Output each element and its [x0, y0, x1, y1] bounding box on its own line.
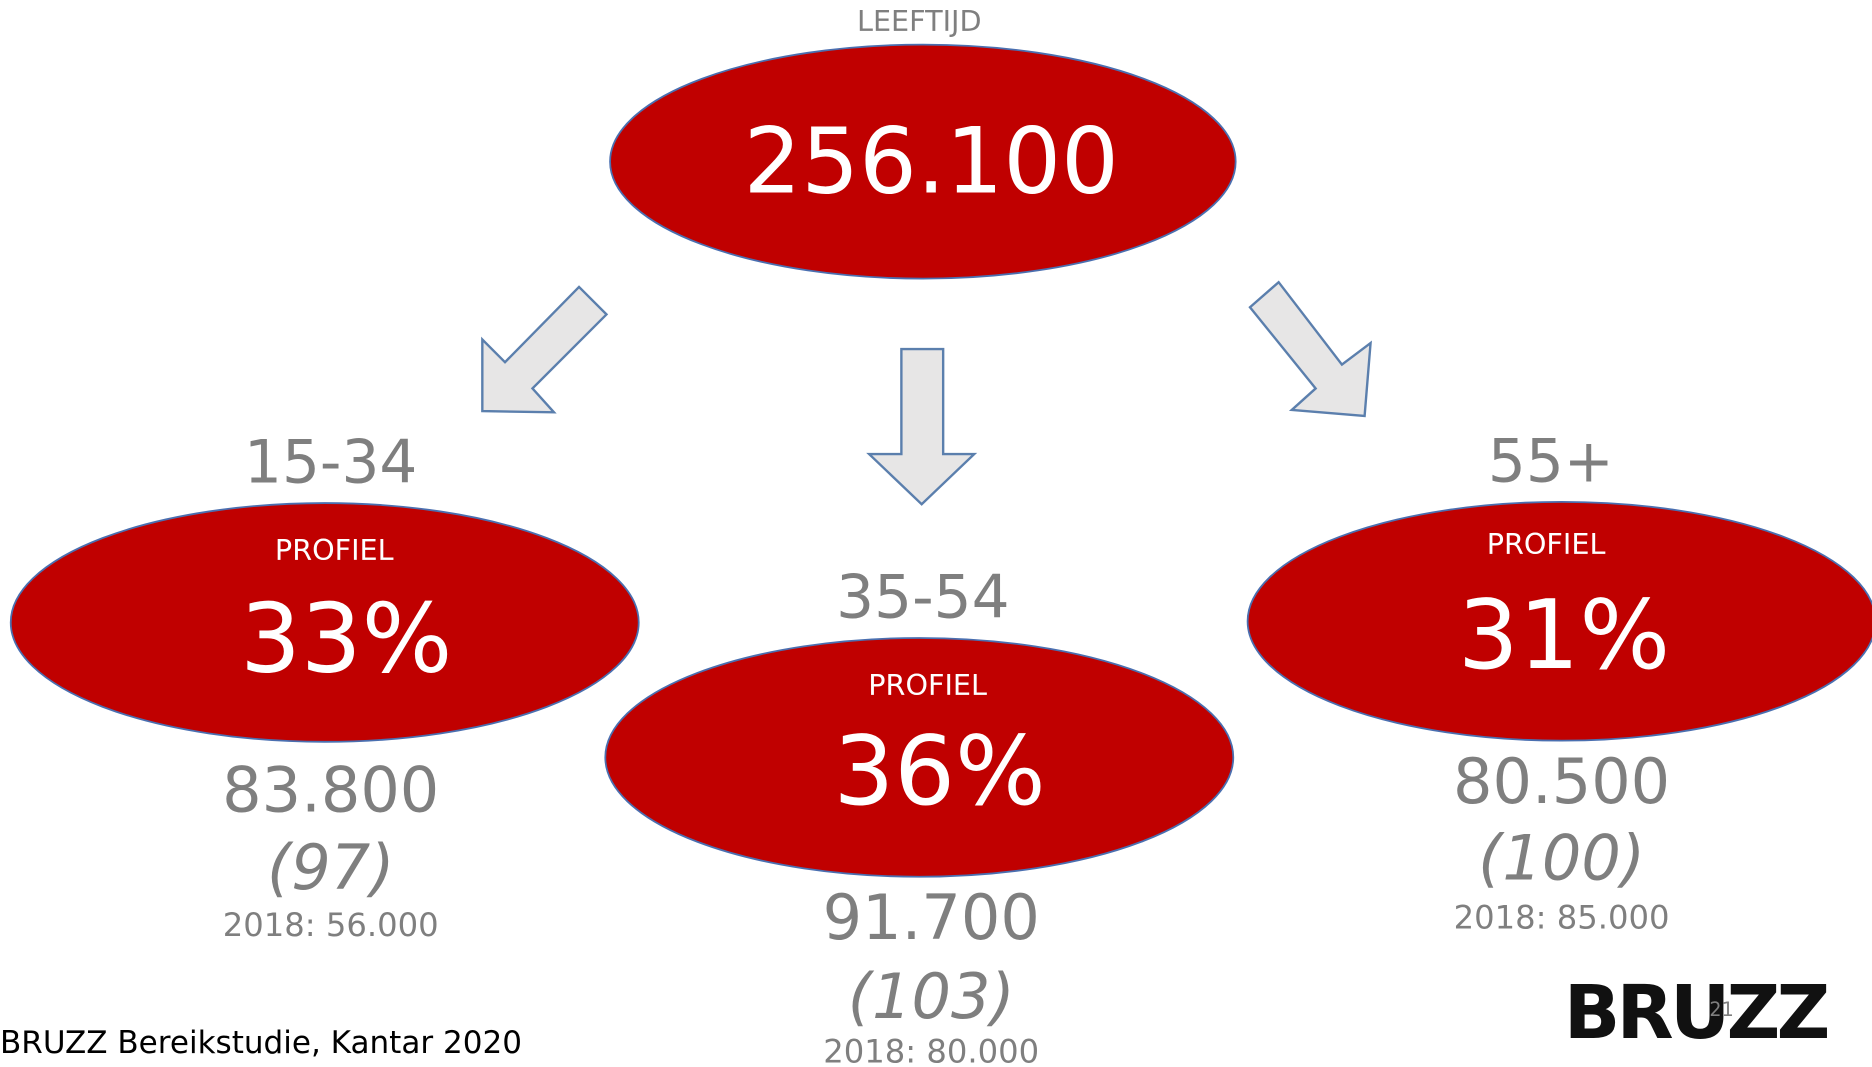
title: LEEFTIJD — [857, 4, 982, 38]
arrow-middle — [866, 347, 978, 506]
arrow-left — [481, 285, 609, 414]
group-oval — [1246, 501, 1872, 742]
total-oval — [609, 43, 1237, 280]
index: (103) — [848, 960, 1015, 1033]
previous: 2018: 56.000 — [223, 906, 439, 944]
profile-label: PROFIEL — [275, 533, 394, 567]
count: 91.700 — [823, 881, 1040, 954]
count: 80.500 — [1453, 745, 1670, 818]
total: 256.100 — [744, 109, 1119, 214]
profile-value: 36% — [833, 715, 1045, 827]
profile-label: PROFIEL — [868, 668, 987, 702]
index: (97) — [267, 831, 394, 904]
group-oval — [604, 637, 1235, 878]
group-oval — [9, 502, 640, 743]
profile-label: PROFIEL — [1487, 527, 1606, 561]
group-label: 15-34 — [244, 429, 417, 498]
profile-value: 33% — [240, 582, 452, 694]
page-number: 21 — [1709, 998, 1733, 1021]
logo: BRUZZ — [1564, 970, 1828, 1056]
previous: 2018: 85.000 — [1454, 899, 1670, 937]
group-label: 35-54 — [836, 564, 1009, 633]
profile-value: 31% — [1458, 579, 1670, 691]
previous: 2018: 80.000 — [823, 1032, 1039, 1067]
index: (100) — [1478, 821, 1645, 894]
count: 83.800 — [222, 753, 439, 826]
group-label: 55+ — [1488, 427, 1614, 496]
arrow-right — [1248, 280, 1372, 418]
source: BRUZZ Bereikstudie, Kantar 2020 — [0, 1025, 522, 1061]
